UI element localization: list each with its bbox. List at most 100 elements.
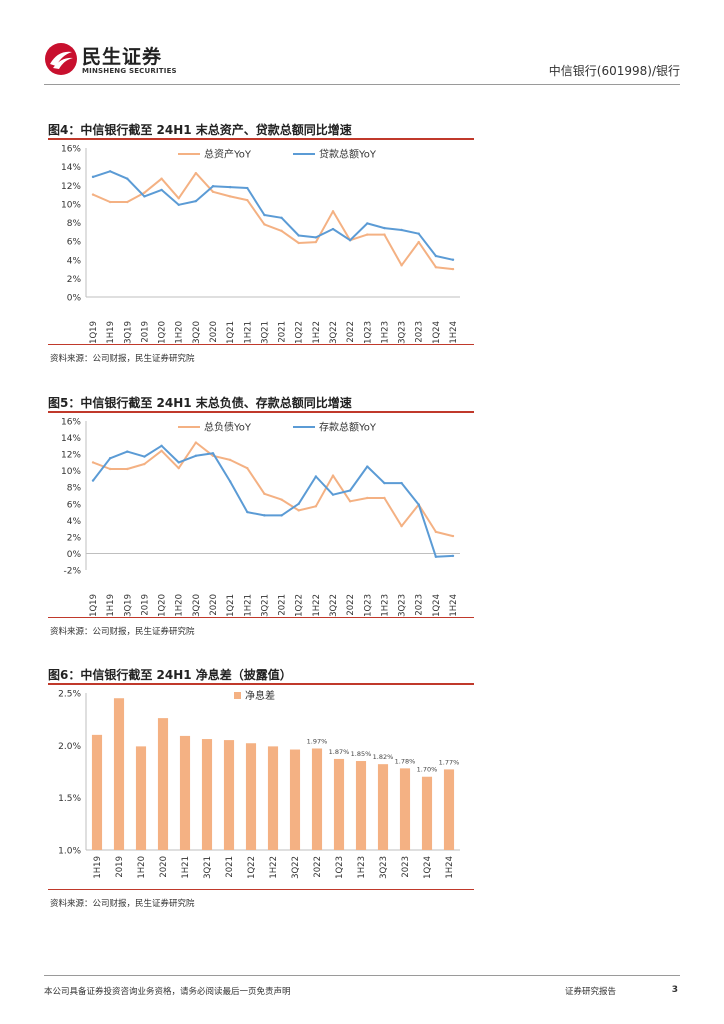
x-tick-label: 2020 xyxy=(209,321,219,343)
y-tick-label: 2% xyxy=(67,275,82,285)
x-tick-label: 1H20 xyxy=(137,856,147,879)
data-point xyxy=(417,232,420,235)
bar-data-label: 1.82% xyxy=(373,753,394,761)
series-line-orange xyxy=(92,441,454,538)
data-point xyxy=(400,524,403,528)
bar xyxy=(179,735,191,850)
data-point xyxy=(366,496,369,500)
x-tick-label: 2023 xyxy=(415,594,425,616)
figure-6-title-rule xyxy=(48,683,474,685)
data-point xyxy=(280,229,283,233)
bar xyxy=(355,761,367,850)
data-point xyxy=(314,236,318,239)
bar xyxy=(311,748,323,850)
x-tick-label: 1H20 xyxy=(175,321,185,344)
x-tick-label: 3Q21 xyxy=(260,594,270,617)
x-tick-label: 1H23 xyxy=(380,321,390,344)
data-point xyxy=(297,509,300,512)
data-point xyxy=(383,233,386,236)
data-point xyxy=(451,554,455,558)
data-point xyxy=(314,475,318,478)
y-tick-label: 8% xyxy=(67,484,82,494)
data-point xyxy=(348,489,352,492)
x-tick-label: 3Q23 xyxy=(379,856,389,879)
x-tick-label: 1H24 xyxy=(449,321,459,344)
x-tick-label: 3Q23 xyxy=(398,321,408,344)
page-number: 3 xyxy=(671,985,678,995)
bar-data-label: 1.77% xyxy=(439,758,460,766)
legend-label: 总资产YoY xyxy=(204,148,252,161)
bar xyxy=(245,743,257,850)
data-point xyxy=(228,458,232,462)
bar xyxy=(421,776,433,850)
x-tick-label: 1Q22 xyxy=(295,321,305,344)
data-point xyxy=(194,199,198,203)
x-tick-label: 2021 xyxy=(278,321,288,343)
figure-4-line-chart: 0% 2% 4% 6% 8% 10% 12% 14% 16% 1Q19 1H19 3Q19 2019 1Q… xyxy=(61,145,460,344)
data-point xyxy=(108,467,112,471)
x-tick-label: 3Q22 xyxy=(329,594,339,617)
data-point xyxy=(211,184,215,188)
x-tick-label: 2021 xyxy=(225,856,235,878)
figure-5-source-rule xyxy=(48,617,474,618)
y-tick-label: 12% xyxy=(61,182,81,192)
data-point xyxy=(143,462,146,466)
data-point xyxy=(246,198,249,202)
data-point xyxy=(366,233,369,236)
x-tick-label: 1H23 xyxy=(380,594,390,617)
bar xyxy=(377,764,389,850)
data-point xyxy=(451,258,455,261)
bar xyxy=(201,739,213,850)
data-point xyxy=(451,267,455,271)
figure-5-title: 图5：中信银行截至 24H1 末总负债、存款总额同比增速 xyxy=(48,396,352,410)
data-point xyxy=(91,175,95,179)
bar-data-label: 1.85% xyxy=(351,750,372,758)
x-tick-label: 2022 xyxy=(346,594,356,616)
footer-report-type: 证券研究报告 xyxy=(565,987,617,997)
y-tick-label: 16% xyxy=(61,418,81,428)
data-point xyxy=(314,505,318,508)
data-point xyxy=(228,195,232,198)
data-point xyxy=(383,481,386,485)
series-line-orange xyxy=(92,172,454,271)
data-point xyxy=(331,474,335,477)
data-point xyxy=(348,500,352,503)
data-point xyxy=(143,455,146,458)
x-tick-label: 1H21 xyxy=(243,594,253,617)
x-tick-label: 1Q24 xyxy=(423,856,433,879)
y-tick-label: 4% xyxy=(67,517,82,527)
y-tick-label: 2.0% xyxy=(58,742,81,752)
y-tick-label: -2% xyxy=(63,567,81,577)
data-point xyxy=(348,238,352,242)
data-point xyxy=(177,197,180,200)
data-point xyxy=(434,266,438,269)
x-tick-label: 3Q22 xyxy=(329,321,339,344)
x-tick-label: 2022 xyxy=(346,321,356,343)
data-point xyxy=(160,188,163,192)
x-tick-label: 3Q21 xyxy=(260,321,270,344)
data-point xyxy=(194,171,198,175)
legend-label: 净息差 xyxy=(245,689,275,702)
x-tick-label: 1H19 xyxy=(106,594,116,617)
data-point xyxy=(228,480,232,483)
x-tick-label: 1Q22 xyxy=(295,594,305,617)
figure-4-title-rule xyxy=(48,138,474,140)
data-point xyxy=(263,223,266,226)
y-tick-label: 1.0% xyxy=(58,847,81,857)
bar xyxy=(223,740,235,850)
x-tick-label: 1Q20 xyxy=(158,321,168,344)
logo-english-name: MINSHENG SECURITIES xyxy=(82,67,177,75)
data-point xyxy=(400,228,403,232)
x-tick-label: 1Q23 xyxy=(335,856,345,879)
y-tick-label: 4% xyxy=(67,256,82,266)
bar xyxy=(267,746,279,850)
data-point xyxy=(331,227,335,231)
x-tick-label: 1H19 xyxy=(93,856,103,879)
data-point xyxy=(246,186,249,190)
x-tick-label: 2019 xyxy=(140,594,150,616)
figure-5-source: 资料来源：公司财报，民生证券研究院 xyxy=(50,627,195,637)
x-tick-label: 1Q21 xyxy=(226,321,236,344)
y-tick-label: 2.5% xyxy=(58,690,81,700)
bar xyxy=(399,768,411,850)
footer-disclaimer: 本公司具备证券投资咨询业务资格，请务必阅读最后一页免责声明 xyxy=(44,987,291,997)
